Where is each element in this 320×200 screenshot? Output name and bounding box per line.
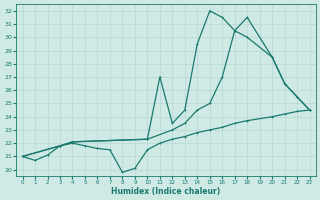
X-axis label: Humidex (Indice chaleur): Humidex (Indice chaleur) [111,187,221,196]
